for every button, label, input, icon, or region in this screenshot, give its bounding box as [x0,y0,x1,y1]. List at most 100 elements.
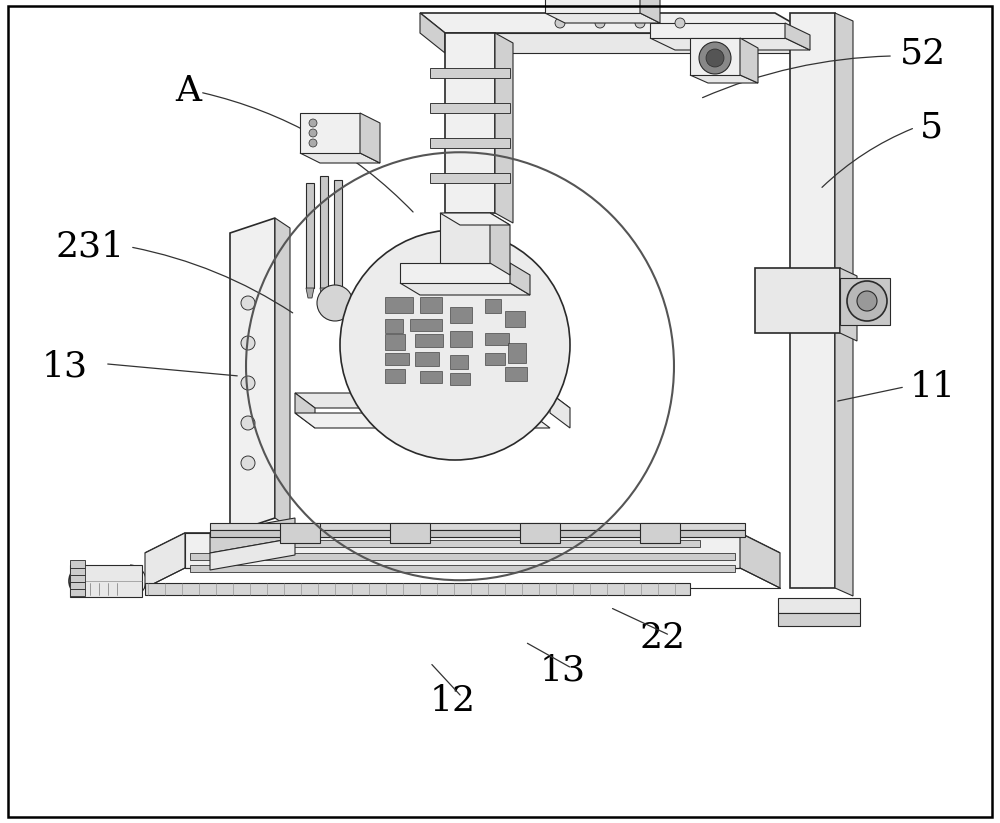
Text: 231: 231 [55,230,124,264]
Circle shape [635,18,645,28]
Circle shape [309,119,317,127]
Polygon shape [210,518,295,553]
Circle shape [595,18,605,28]
Polygon shape [690,75,758,83]
Polygon shape [190,553,735,560]
Polygon shape [145,533,780,553]
Bar [450,373,470,385]
Bar [70,568,85,575]
Polygon shape [295,393,315,428]
Polygon shape [840,278,890,325]
Circle shape [847,281,887,321]
Text: 13: 13 [42,349,88,384]
Circle shape [317,285,353,321]
Bar [334,180,342,288]
Bar [70,582,85,589]
Text: 11: 11 [910,370,956,404]
Circle shape [706,49,724,67]
Bar [385,297,413,313]
Polygon shape [445,33,810,53]
Polygon shape [300,153,380,163]
Polygon shape [740,38,758,83]
Bar [320,176,328,288]
Polygon shape [306,288,314,298]
Polygon shape [230,218,275,533]
Polygon shape [185,533,740,568]
Bar [505,367,527,381]
Polygon shape [840,268,857,341]
Bar [70,560,85,568]
Polygon shape [210,523,745,530]
Text: A: A [175,73,201,108]
Polygon shape [300,113,360,153]
Bar [415,334,443,347]
Circle shape [340,230,570,460]
Polygon shape [280,523,320,543]
Bar [385,334,405,350]
Polygon shape [295,413,550,428]
Polygon shape [778,613,860,626]
Bar [385,369,405,383]
Polygon shape [835,13,853,596]
Polygon shape [650,38,810,50]
Bar [385,319,403,333]
Circle shape [241,336,255,350]
Bar [420,371,442,383]
Bar [508,343,526,363]
Bar [485,353,505,365]
Circle shape [857,291,877,311]
Polygon shape [430,103,510,113]
Polygon shape [420,13,445,53]
Text: 22: 22 [640,621,686,655]
Polygon shape [440,213,490,263]
Polygon shape [778,598,860,613]
Polygon shape [440,213,510,225]
Polygon shape [320,288,328,298]
Polygon shape [690,38,740,75]
Polygon shape [785,23,810,50]
Polygon shape [295,393,570,408]
Bar [385,353,409,365]
Bar [410,319,442,331]
Bar [70,589,85,596]
Text: 52: 52 [900,36,946,71]
Circle shape [241,376,255,390]
Polygon shape [520,523,560,543]
Polygon shape [545,13,660,23]
Circle shape [309,139,317,147]
Polygon shape [740,533,780,588]
Bar [450,331,472,347]
Polygon shape [145,583,690,595]
Text: 5: 5 [920,110,943,145]
Circle shape [675,18,685,28]
Polygon shape [210,530,745,537]
Bar [485,333,509,345]
Polygon shape [550,393,570,428]
Bar [306,183,314,288]
Bar [505,311,525,327]
Bar [420,297,442,313]
Bar [70,575,85,582]
Circle shape [241,456,255,470]
Polygon shape [430,138,510,148]
Polygon shape [210,538,295,570]
Bar [485,299,501,313]
Bar [415,352,439,366]
Polygon shape [400,283,530,295]
Polygon shape [360,113,380,163]
Bar [450,355,468,369]
Text: 13: 13 [540,653,586,688]
Polygon shape [390,523,430,543]
Polygon shape [420,13,810,33]
Polygon shape [334,288,342,298]
Polygon shape [640,0,660,23]
Polygon shape [445,33,495,213]
Polygon shape [755,268,840,333]
Polygon shape [490,213,510,275]
Polygon shape [400,263,510,283]
Polygon shape [495,33,513,223]
Circle shape [555,18,565,28]
Circle shape [241,416,255,430]
Polygon shape [220,540,700,547]
Polygon shape [545,0,640,13]
